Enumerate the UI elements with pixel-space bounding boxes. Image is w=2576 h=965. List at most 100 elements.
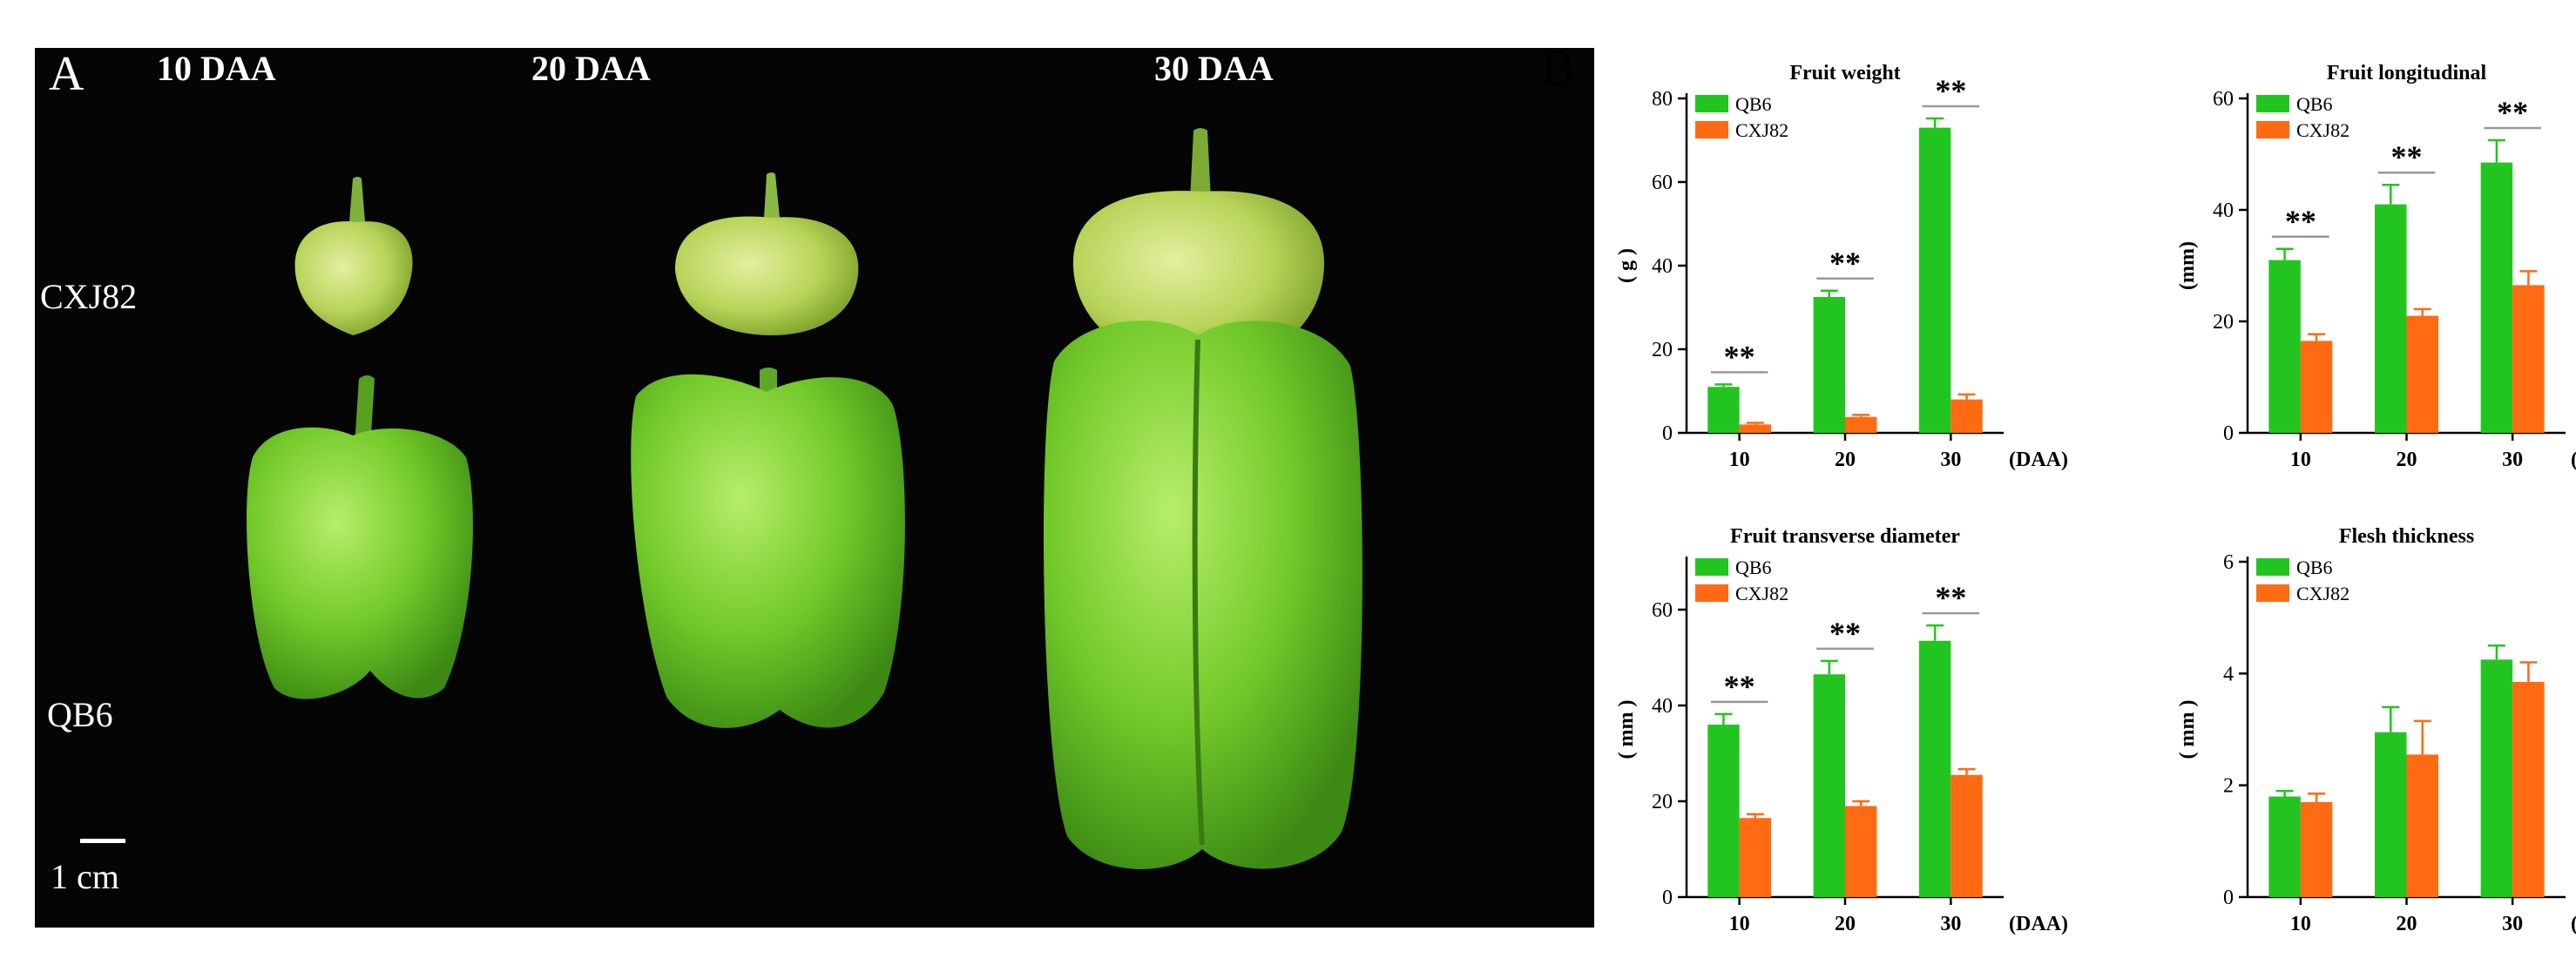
pepper-photo: [80, 128, 1362, 869]
legend-swatch-qb6: [1695, 95, 1728, 112]
chart-3: Fruit transverse diameter 0 20 40 60 ( mm ) (D…: [1615, 525, 2068, 935]
significance-marker: **: [1829, 616, 1861, 651]
bar-qb6: [2268, 796, 2301, 897]
bar-cxj82: [1951, 399, 1983, 433]
significance-marker: **: [2497, 95, 2528, 130]
genotype-label-qb6: QB6: [47, 695, 113, 734]
bar-qb6: [2480, 659, 2513, 897]
legend-swatch-qb6: [2256, 558, 2289, 576]
chart-1: Fruit weight 0 20 40 60 80 ( g ) (DAA) 10 ** 20 ** 3…: [1615, 62, 2068, 471]
chart-title: Fruit weight: [1789, 62, 1900, 84]
y-tick-label: 20: [1652, 791, 1673, 813]
x-tick-label: 20: [1835, 449, 1856, 471]
significance-marker: **: [1935, 580, 1966, 615]
y-axis-label: ( mm ): [2176, 700, 2199, 759]
x-axis-label: (DAA): [2009, 449, 2068, 471]
bar-qb6: [1707, 387, 1740, 433]
x-tick-label: 10: [1729, 913, 1750, 935]
x-tick-label: 20: [1835, 913, 1856, 935]
bar-qb6: [1918, 640, 1951, 897]
y-tick-label: 60: [2213, 88, 2234, 111]
x-tick-label: 20: [2397, 913, 2417, 935]
y-tick-label: 60: [1652, 599, 1673, 622]
y-tick-label: 6: [2223, 551, 2234, 574]
legend-label-cxj82: CXJ82: [2296, 583, 2350, 604]
bar-cxj82: [2406, 315, 2438, 433]
chart-title: Flesh thickness: [2339, 525, 2474, 548]
y-tick-label: 0: [2223, 422, 2234, 445]
y-tick-label: 4: [2223, 663, 2234, 685]
cxj82-fruit-10: [294, 177, 413, 335]
chart-2: Fruit longitudinal 0 20 40 60 (mm) (DAA) 10 ** 20…: [2176, 62, 2576, 471]
x-axis-label: (DAA): [2571, 913, 2576, 935]
qb6-fruit-10: [247, 375, 473, 699]
significance-marker: **: [1724, 669, 1755, 704]
significance-marker: **: [1935, 73, 1966, 108]
legend-swatch-cxj82: [2256, 584, 2289, 602]
y-tick-label: 40: [2213, 199, 2234, 222]
bar-cxj82: [2300, 801, 2333, 897]
y-tick-label: 40: [1652, 695, 1673, 718]
bar-cxj82: [1845, 806, 1877, 897]
legend-label-qb6: QB6: [1735, 93, 1772, 115]
y-axis-label: (mm): [2176, 241, 2199, 290]
x-tick-label: 20: [2397, 449, 2417, 471]
bar-qb6: [2375, 732, 2407, 897]
bar-cxj82: [2406, 754, 2438, 897]
x-axis-label: (DAA): [2009, 913, 2068, 935]
legend-label-cxj82: CXJ82: [1735, 119, 1788, 141]
legend-label-cxj82: CXJ82: [1735, 583, 1788, 604]
y-axis-label: ( mm ): [1615, 700, 1638, 759]
bar-qb6: [1918, 127, 1951, 433]
bar-cxj82: [1845, 416, 1877, 433]
qb6-fruit-20: [631, 368, 905, 728]
x-axis-label: (DAA): [2571, 449, 2576, 471]
significance-marker: **: [1829, 246, 1861, 280]
chart-title: Fruit longitudinal: [2327, 62, 2487, 84]
y-tick-label: 80: [1652, 88, 1673, 111]
legend-swatch-cxj82: [1695, 121, 1728, 138]
photo-panel: A 10 DAA 20 DAA 30 DAA CXJ82 QB6 1 cm: [35, 47, 1594, 928]
y-tick-label: 20: [1652, 339, 1673, 361]
bar-qb6: [2268, 260, 2301, 433]
significance-marker: **: [1724, 339, 1755, 374]
bar-qb6: [2480, 162, 2513, 433]
scale-bar: [80, 839, 125, 843]
bar-cxj82: [2512, 285, 2545, 433]
legend-swatch-cxj82: [2256, 121, 2289, 138]
cxj82-fruit-20: [675, 172, 859, 335]
bar-cxj82: [1739, 424, 1772, 433]
y-axis-label: ( g ): [1615, 248, 1638, 283]
legend-label-qb6: QB6: [2296, 557, 2333, 578]
x-tick-label: 10: [2290, 449, 2311, 471]
y-tick-label: 2: [2223, 775, 2234, 798]
legend-label-qb6: QB6: [2296, 93, 2333, 115]
stage-label-10: 10 DAA: [157, 49, 276, 88]
bar-cxj82: [1951, 774, 1983, 897]
legend-label-cxj82: CXJ82: [2296, 119, 2350, 141]
legend-swatch-qb6: [1695, 558, 1728, 576]
y-tick-label: 20: [2213, 311, 2234, 334]
stage-label-30: 30 DAA: [1154, 49, 1274, 88]
bar-cxj82: [2512, 681, 2545, 897]
qb6-fruit-30: [1044, 321, 1362, 869]
y-tick-label: 40: [1652, 255, 1673, 278]
chart-4: Flesh thickness 0 2 4 6 ( mm ) (DAA) 10 20 30 QB6 C…: [2176, 525, 2576, 935]
bar-qb6: [2375, 204, 2407, 433]
bar-qb6: [1707, 725, 1740, 897]
bar-qb6: [1813, 674, 1845, 897]
significance-marker: **: [2391, 139, 2423, 174]
scale-bar-label: 1 cm: [51, 857, 119, 896]
panel-b-letter: B: [1540, 39, 1575, 97]
bar-qb6: [1813, 297, 1845, 433]
x-tick-label: 10: [2290, 913, 2311, 935]
x-tick-label: 30: [2502, 913, 2523, 935]
x-tick-label: 30: [1940, 913, 1961, 935]
legend-label-qb6: QB6: [1735, 557, 1772, 578]
chart-title: Fruit transverse diameter: [1730, 525, 1960, 548]
y-tick-label: 60: [1652, 172, 1673, 194]
x-tick-label: 30: [2502, 449, 2523, 471]
bar-cxj82: [2300, 341, 2333, 433]
